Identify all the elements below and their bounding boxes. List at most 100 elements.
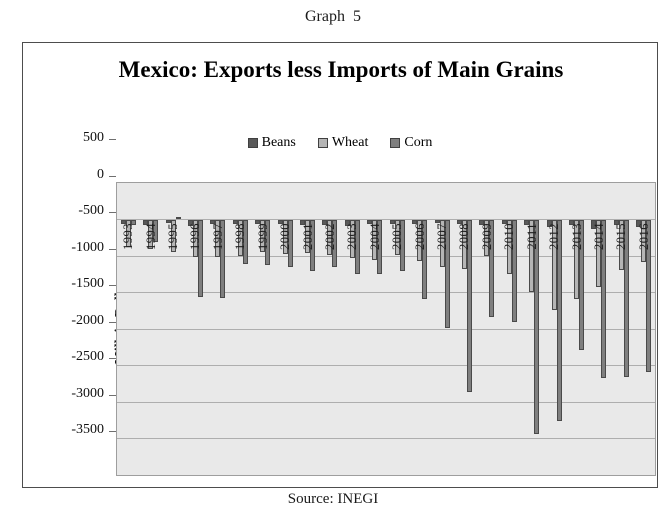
y-tick-mark (109, 212, 116, 213)
bar-wheat-2014 (596, 219, 602, 287)
x-tick-label: 1993 (121, 222, 136, 250)
y-tick-label: -2000 (71, 312, 104, 328)
bar-beans-2000 (277, 219, 283, 224)
bar-beans-1998 (232, 219, 238, 224)
bar-wheat-2011 (529, 219, 535, 292)
y-tick-label: -500 (78, 203, 104, 218)
bar-beans-1993 (120, 219, 126, 224)
y-tick-mark (109, 321, 116, 323)
bar-beans-2016 (636, 219, 642, 228)
bar-wheat-2003 (349, 219, 355, 259)
gridline (117, 438, 655, 439)
y-tick-mark (109, 175, 116, 177)
bar-corn-2012 (556, 219, 562, 421)
bar-corn-2005 (399, 219, 405, 271)
chart-frame: Mexico: Exports less Imports of Main Gra… (22, 42, 658, 488)
bar-beans-2010 (501, 219, 507, 224)
x-tick-label: 1994 (143, 222, 158, 250)
x-tick-label: 1997 (210, 222, 225, 250)
bar-wheat-2012 (551, 219, 557, 311)
bar-wheat-1998 (237, 219, 243, 256)
x-tick-label: 2002 (322, 222, 337, 250)
bar-wheat-2007 (439, 219, 445, 267)
x-tick-label: 2003 (345, 222, 360, 250)
y-tick-mark (109, 139, 116, 140)
bar-corn-2001 (310, 219, 316, 272)
bar-beans-2003 (344, 219, 350, 227)
x-tick-label: 2008 (457, 222, 472, 250)
y-tick-mark (109, 431, 116, 432)
bar-corn-2010 (511, 219, 517, 322)
bar-corn-1996 (197, 219, 203, 297)
bar-wheat-1999 (260, 219, 266, 253)
bar-beans-2004 (367, 219, 373, 224)
bar-wheat-2013 (574, 219, 580, 300)
x-tick-label: 2006 (412, 222, 427, 250)
graph-number-heading: Graph 5 (305, 8, 361, 25)
bar-wheat-2001 (305, 219, 311, 254)
legend: Beans Wheat Corn (23, 135, 657, 151)
legend-item-corn: Corn (390, 135, 432, 151)
y-tick-mark (109, 358, 116, 359)
bar-corn-2000 (287, 219, 293, 267)
wheat-swatch-icon (317, 138, 328, 148)
gridline (117, 328, 655, 330)
y-tick-mark (109, 285, 116, 286)
y-tick-mark (109, 248, 116, 250)
bar-corn-2007 (444, 219, 450, 328)
bar-corn-1995 (175, 217, 181, 220)
y-tick-label: -1000 (71, 239, 104, 255)
gridline (117, 292, 655, 293)
bar-wheat-1993 (125, 219, 131, 247)
bar-wheat-2010 (506, 219, 512, 274)
bar-wheat-1997 (215, 219, 221, 258)
bar-corn-2016 (646, 219, 652, 373)
bar-beans-2005 (389, 219, 395, 224)
bar-corn-2006 (422, 219, 428, 300)
x-tick-label: 2000 (278, 222, 293, 250)
gridline (117, 401, 655, 403)
source-caption: Source: INEGI (287, 491, 379, 507)
plot-area: 1993 1994 1995 1996 1997 1998 1999 2000 2001 2002… (116, 182, 656, 476)
bar-corn-2008 (466, 219, 472, 392)
bar-corn-2014 (601, 219, 607, 378)
x-tick-label: 2004 (367, 222, 382, 250)
bar-corn-2009 (489, 219, 495, 318)
bar-corn-2013 (579, 219, 585, 351)
bar-wheat-2002 (327, 219, 333, 255)
bar-beans-2009 (479, 219, 485, 225)
legend-item-beans: Beans (247, 135, 296, 151)
x-tick-label: 2012 (547, 222, 562, 250)
y-tick-label: -3000 (71, 385, 104, 401)
legend-label-wheat: Wheat (331, 135, 369, 150)
bar-beans-1995 (165, 219, 171, 224)
y-tick-label: 500 (83, 130, 104, 145)
bar-beans-1997 (210, 219, 216, 224)
x-tick-label: 1996 (188, 222, 203, 250)
bar-beans-1994 (143, 219, 149, 225)
bar-corn-2004 (377, 219, 383, 275)
x-tick-label: 2005 (390, 222, 405, 250)
gridline (117, 255, 655, 257)
bar-wheat-1994 (148, 219, 154, 249)
gridline (117, 365, 655, 366)
bar-beans-2002 (322, 219, 328, 225)
bar-wheat-2004 (372, 219, 378, 261)
x-tick-label: 2011 (524, 222, 539, 250)
x-tick-label: 2014 (591, 222, 606, 250)
bar-wheat-2009 (484, 219, 490, 256)
y-tick-mark (109, 394, 116, 396)
bar-beans-2013 (569, 219, 575, 226)
bar-wheat-1996 (192, 219, 198, 258)
bar-wheat-2000 (282, 219, 288, 255)
bar-corn-1998 (242, 219, 248, 265)
legend-label-corn: Corn (404, 135, 433, 150)
bar-beans-2006 (412, 219, 418, 224)
bar-beans-2012 (546, 219, 552, 227)
y-tick-label: 0 (97, 166, 104, 182)
x-tick-label: 1995 (166, 222, 181, 250)
bar-wheat-2016 (641, 219, 647, 263)
bar-beans-2011 (524, 219, 530, 226)
bar-corn-1997 (220, 219, 226, 299)
